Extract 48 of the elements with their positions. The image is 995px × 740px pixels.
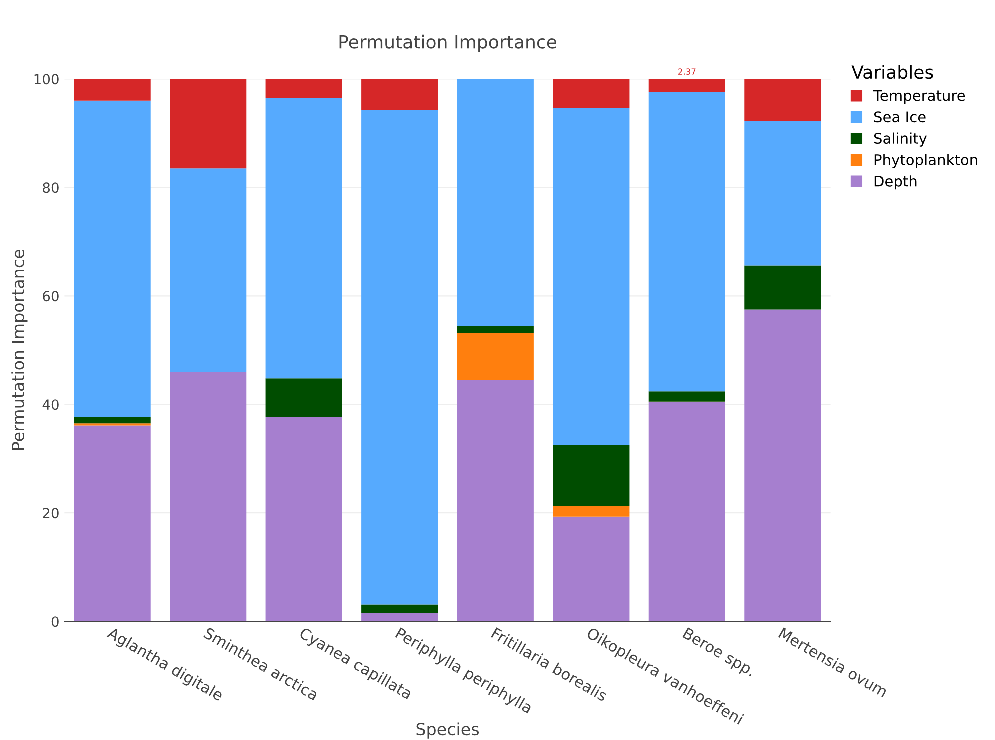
bar	[648, 79, 726, 92]
legend-label: Temperature	[873, 90, 966, 104]
bar	[266, 98, 342, 379]
legend-title: Variables	[852, 65, 934, 80]
bar	[744, 310, 822, 622]
bar	[553, 516, 630, 622]
bar	[744, 121, 822, 266]
y-tick-label: 40	[42, 400, 59, 410]
chart-title: Permutation Importance	[340, 34, 556, 52]
y-tick-label: 20	[43, 508, 59, 519]
legend-label: Sea Ice	[874, 112, 926, 123]
bar	[74, 417, 151, 424]
bar	[170, 372, 247, 622]
bar	[457, 333, 534, 380]
legend-label: Phytoplankton	[874, 154, 978, 168]
bar	[362, 604, 438, 614]
bar	[648, 402, 726, 622]
bar	[170, 79, 247, 169]
bar	[74, 100, 151, 418]
y-tick-label: 60	[43, 291, 59, 302]
x-axis-title: Species	[416, 722, 480, 739]
bar	[553, 108, 630, 446]
bar	[648, 92, 726, 392]
y-tick-label: 100	[34, 74, 59, 85]
bar	[553, 445, 630, 506]
bar	[74, 426, 151, 622]
bar	[457, 380, 534, 622]
bar	[457, 326, 534, 334]
bar	[266, 79, 342, 98]
bar	[744, 79, 822, 122]
bar	[744, 266, 822, 310]
bar	[457, 79, 534, 326]
bar	[362, 110, 438, 605]
bar	[362, 613, 438, 622]
legend-label: Salinity	[874, 132, 927, 147]
legend-label: Depth	[874, 176, 917, 190]
y-axis-title: Permutation Importance	[12, 250, 28, 450]
bar	[362, 79, 438, 110]
bar	[648, 392, 726, 402]
bar	[553, 79, 630, 108]
y-tick-label: 0	[52, 616, 59, 628]
bar	[266, 417, 342, 622]
data-label: 2.37	[678, 68, 696, 75]
bar	[266, 378, 342, 418]
bar	[170, 168, 247, 372]
y-tick-label: 80	[43, 182, 59, 194]
bar	[74, 79, 151, 101]
bar	[553, 506, 630, 517]
